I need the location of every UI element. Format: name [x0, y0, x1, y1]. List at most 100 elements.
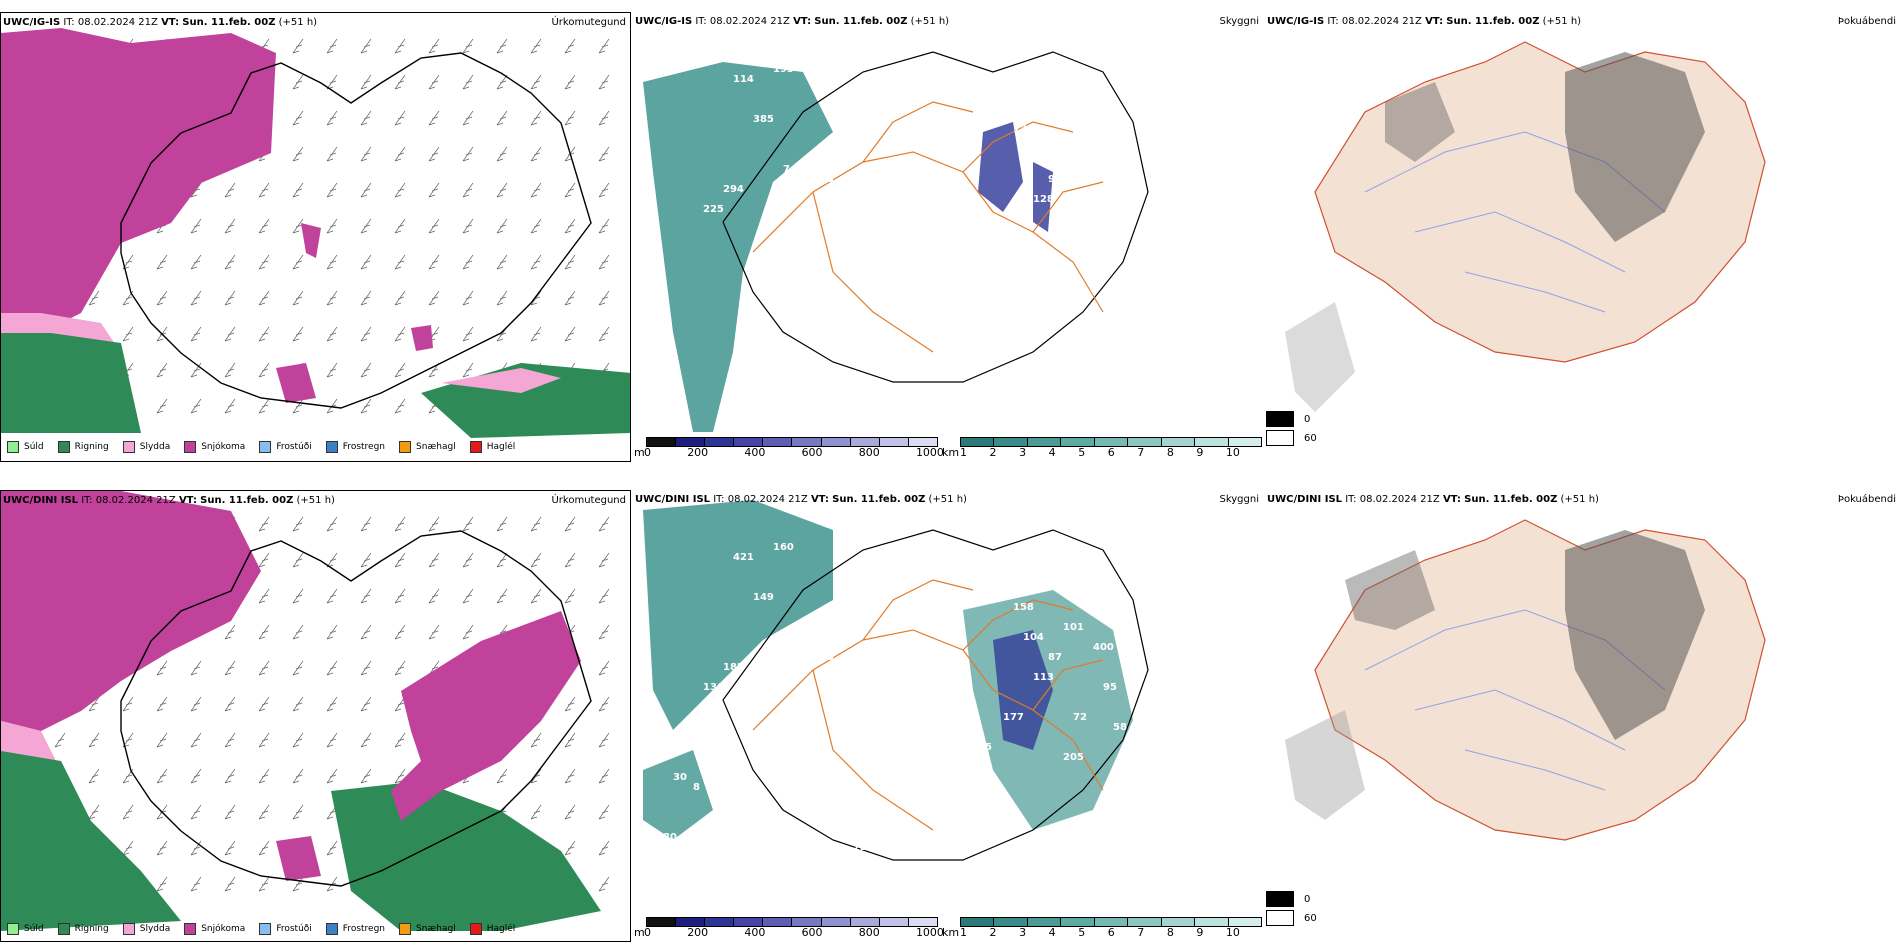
wind-barb — [530, 804, 542, 820]
wind-barb — [258, 218, 270, 234]
wind-barb — [530, 552, 542, 568]
wind-barb — [258, 552, 270, 568]
wind-barb — [326, 218, 338, 234]
wind-barb — [530, 218, 542, 234]
colorbar-tick-label: 1 — [960, 446, 967, 459]
wind-barb — [54, 732, 66, 748]
colorbar-tick-label: 400 — [744, 446, 766, 459]
visibility-labels: 421 160 149 168 172 196 184 182 136 158 104 87 101 11… — [663, 542, 1127, 853]
colorbar-segment — [1161, 918, 1196, 926]
visibility-value-label: 431 — [883, 822, 904, 833]
colorbar-segment — [1195, 438, 1229, 446]
very-low-vis-area — [993, 630, 1053, 750]
wind-barb — [190, 840, 202, 856]
colorbar-tick-label: 5 — [1078, 446, 1086, 459]
wind-barb — [360, 768, 372, 784]
visibility-value-label: 114 — [733, 74, 754, 85]
wind-barb — [258, 804, 270, 820]
fog-indicator-area — [1565, 530, 1705, 740]
rain-area-south — [331, 781, 601, 931]
snow-area-east — [391, 611, 581, 821]
snow-area — [1, 28, 276, 333]
colorbar-segment — [1161, 438, 1196, 446]
legend-swatch — [259, 923, 272, 935]
wind-barb — [530, 516, 542, 532]
wind-barb — [564, 182, 576, 198]
wind-barb — [598, 38, 610, 54]
very-low-vis-area — [1033, 162, 1053, 232]
colorbar-segment — [705, 438, 735, 446]
colorbar-segment — [961, 918, 995, 926]
wind-barb — [190, 326, 202, 342]
wind-barb — [360, 74, 372, 90]
fog-panel-bottom: UWC/DINI ISL IT: 08.02.2024 21Z VT: Sun.… — [1265, 490, 1900, 942]
wind-barb — [496, 768, 508, 784]
wind-barb — [598, 660, 610, 676]
sleet-area-south — [441, 368, 561, 393]
wind-barb — [530, 110, 542, 126]
wind-barb — [326, 326, 338, 342]
wind-barb — [564, 840, 576, 856]
wind-barb — [598, 552, 610, 568]
very-low-vis-area — [978, 122, 1023, 212]
wind-barb — [428, 254, 440, 270]
wind-barb — [428, 110, 440, 126]
wind-barb — [292, 552, 304, 568]
wind-barb — [122, 840, 134, 856]
legend-item: Frostúði — [259, 923, 312, 935]
legend-item: Frostregn — [325, 441, 385, 453]
colorbar-segment — [647, 918, 677, 926]
wind-barb — [564, 290, 576, 306]
wind-barb — [530, 182, 542, 198]
wind-barb — [564, 516, 576, 532]
wind-barb — [190, 768, 202, 784]
wind-barb — [292, 516, 304, 532]
legend-item: Snjókoma — [184, 441, 245, 453]
legend-swatch — [57, 923, 70, 935]
colorbar-segment — [821, 438, 851, 446]
road-network — [752, 101, 1104, 353]
wind-barb — [258, 254, 270, 270]
wind-barb — [360, 38, 372, 54]
wind-barb — [394, 290, 406, 306]
wind-barb — [394, 254, 406, 270]
wind-barb — [292, 876, 304, 892]
fog-indicator-area — [1565, 52, 1705, 242]
colorbar-segment — [792, 918, 822, 926]
visibility-map-top: 114 195 385 619 744 393 452 294 225 136 112 93 118 12… — [643, 51, 1149, 432]
wind-barb — [598, 254, 610, 270]
legend-swatch — [325, 923, 338, 935]
visibility-value-label: 136 — [703, 682, 724, 693]
colorbar-tick-label: 6 — [1107, 926, 1115, 939]
wind-barb — [326, 732, 338, 748]
wind-barb — [530, 290, 542, 306]
wind-barb — [530, 768, 542, 784]
wind-barb — [292, 38, 304, 54]
colorbar-segment — [1195, 918, 1229, 926]
wind-barb — [156, 362, 168, 378]
wind-barb — [326, 182, 338, 198]
wind-barb — [394, 362, 406, 378]
wind-barb — [598, 696, 610, 712]
colorbar-segment — [850, 438, 880, 446]
visibility-value-label: 118 — [1063, 144, 1084, 155]
legend-item: Frostregn — [325, 923, 385, 935]
visibility-value-label: 205 — [1063, 752, 1084, 763]
fog-indicator-area — [1385, 82, 1455, 162]
wind-barb — [292, 624, 304, 640]
wind-barb — [326, 840, 338, 856]
colorbar-tick-label: 10 — [1225, 446, 1240, 459]
visibility-value-label: 238 — [943, 304, 964, 315]
header-bottom-vis: UWC/DINI ISL IT: 08.02.2024 21Z VT: Sun.… — [635, 494, 967, 505]
wind-barb — [462, 38, 474, 54]
visibility-value-label: 95 — [1103, 682, 1117, 693]
visibility-value-label: 413 — [743, 314, 764, 325]
wind-barb — [326, 74, 338, 90]
fog-swatch — [1266, 891, 1294, 907]
wind-barb — [394, 660, 406, 676]
wind-barb — [496, 290, 508, 306]
wind-barb — [462, 624, 474, 640]
colorbar-ticks-m: 0 200 400 600 800 1000 — [644, 446, 944, 459]
wind-barb — [156, 696, 168, 712]
visibility-value-label: 101 — [1063, 622, 1084, 633]
